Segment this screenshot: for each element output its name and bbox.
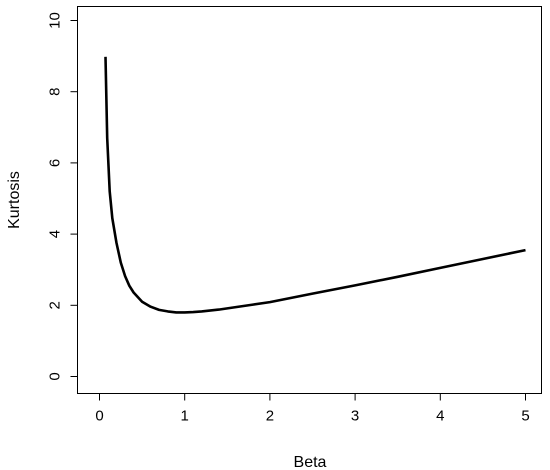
- series-layer: [104, 56, 526, 314]
- y-tick-label: 6: [47, 159, 64, 167]
- y-tick-label: 10: [47, 12, 64, 29]
- y-tick-label: 0: [47, 372, 64, 380]
- y-axis: 0 2 4 6 8 10: [47, 12, 78, 381]
- plot-frame: [77, 6, 542, 394]
- y-tick-label: 8: [47, 88, 64, 96]
- x-tick-label: 3: [351, 408, 359, 425]
- x-tick-label: 2: [266, 408, 274, 425]
- y-tick-label: 4: [47, 230, 64, 238]
- kurtosis-curve: [104, 56, 526, 314]
- x-tick-label: 4: [436, 408, 444, 425]
- y-axis-label: Kurtosis: [6, 171, 23, 229]
- x-tick-label: 1: [181, 408, 189, 425]
- x-tick-label: 5: [521, 408, 529, 425]
- x-axis: 0 1 2 3 4 5: [95, 393, 530, 425]
- x-tick-label: 0: [95, 408, 103, 425]
- y-tick-label: 2: [47, 301, 64, 309]
- x-axis-label: Beta: [294, 454, 327, 470]
